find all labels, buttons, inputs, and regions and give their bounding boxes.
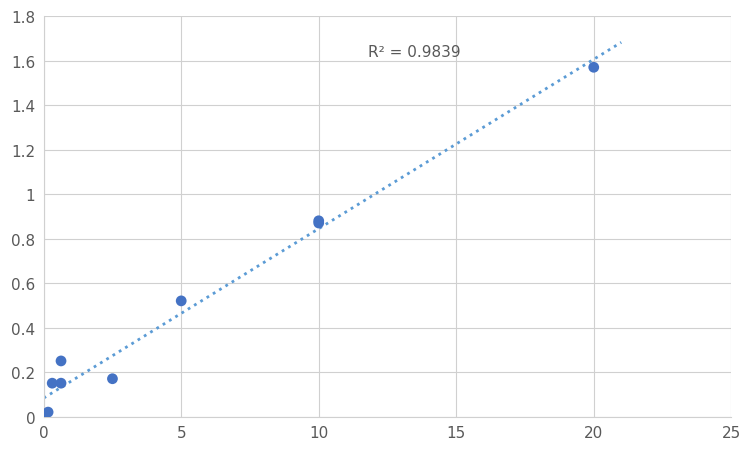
Text: R² = 0.9839: R² = 0.9839 (368, 45, 461, 60)
Point (588, 64, 600, 72)
Point (107, 375, 119, 382)
Point (46, 380, 58, 387)
Point (175, 298, 187, 305)
Point (313, 218, 325, 225)
Point (42, 409, 54, 416)
Point (38, 413, 50, 420)
Point (313, 220, 325, 227)
Point (55, 358, 67, 365)
Point (55, 380, 67, 387)
